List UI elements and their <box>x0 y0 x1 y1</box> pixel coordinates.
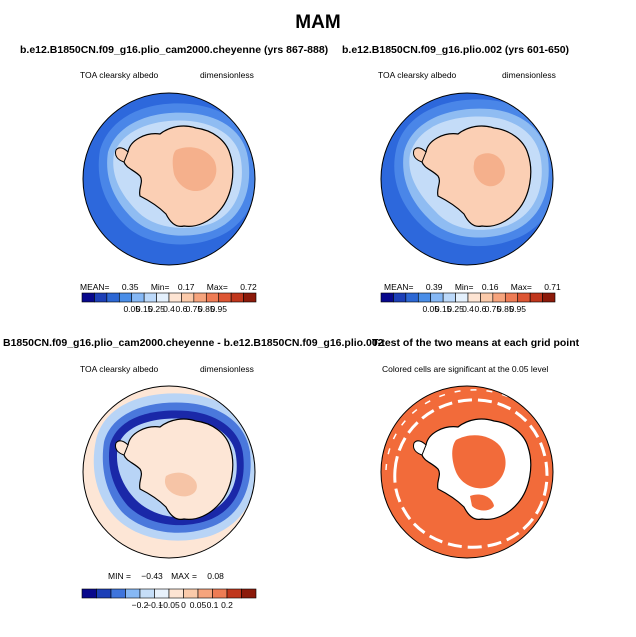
colorbar-swatch <box>125 588 141 599</box>
panel3-title: B1850CN.f09_g16.plio_cam2000.cheyenne - … <box>3 337 384 349</box>
colorbar-swatch <box>118 292 133 303</box>
colorbar-swatch <box>218 292 232 303</box>
panel4-significant-land <box>452 435 506 489</box>
colorbar-tick-label: 0.85 <box>497 304 514 314</box>
colorbar-tick-label: 0.1 <box>207 600 219 610</box>
panel2-units: dimensionless <box>502 70 556 80</box>
colorbar-tick-label: 0.05 <box>422 304 439 314</box>
colorbar-swatch <box>205 292 220 303</box>
colorbar-tick-label: 0.75 <box>485 304 502 314</box>
colorbar-swatch <box>529 292 543 303</box>
colorbar-swatch <box>504 292 519 303</box>
colorbar-swatch <box>517 292 531 303</box>
colorbar-tick-label: 0.4 <box>163 304 175 314</box>
colorbar-swatch <box>193 292 207 303</box>
colorbar-swatch <box>110 588 126 599</box>
colorbar-swatch <box>393 292 407 303</box>
panel3-colorbar: −0.2−0.1−0.05 0 0.05 0.1 0.2 <box>81 588 257 610</box>
panel1-peninsula <box>115 147 129 163</box>
colorbar-tick-label: 0.85 <box>198 304 215 314</box>
colorbar-swatch <box>139 588 155 599</box>
colorbar-tick-label: 0.95 <box>509 304 526 314</box>
colorbar-tick-label: 0.05 <box>123 304 140 314</box>
panel1-variable: TOA clearsky albedo <box>80 70 159 80</box>
colorbar-swatch <box>230 292 244 303</box>
colorbar-swatch <box>405 292 419 303</box>
panel2-stats: MEAN= 0.39 Min= 0.16 Max= 0.71 <box>384 282 561 292</box>
colorbar-swatch <box>241 588 257 599</box>
panel4-note: Colored cells are significant at the 0.0… <box>382 364 549 374</box>
panel4-peninsula <box>413 440 427 456</box>
panel1-units: dimensionless <box>200 70 254 80</box>
colorbar-tick-label: 0.15 <box>136 304 153 314</box>
colorbar-swatch <box>542 292 556 303</box>
panel4-insignificant-ring <box>393 398 549 549</box>
panel3-peninsula <box>115 440 129 456</box>
colorbar-swatch <box>197 588 213 599</box>
colorbar-tick-label: 0.75 <box>186 304 203 314</box>
colorbar-tick-label: 0.2 <box>221 600 233 610</box>
colorbar-swatch <box>156 292 170 303</box>
panel3-units: dimensionless <box>200 364 254 374</box>
colorbar-swatch <box>226 588 242 599</box>
colorbar-swatch <box>380 292 394 303</box>
panel2-variable: TOA clearsky albedo <box>378 70 457 80</box>
panel3-antarctica <box>122 418 234 520</box>
colorbar-tick-label: −0.1 <box>146 600 163 610</box>
colorbar-tick-label: 0.05 <box>190 600 207 610</box>
colorbar-tick-label: −0.2 <box>132 600 149 610</box>
colorbar-swatch <box>480 292 494 303</box>
colorbar-swatch <box>143 292 157 303</box>
panel2-peninsula <box>413 147 427 163</box>
colorbar-tick-label: 0.25 <box>447 304 464 314</box>
colorbar-swatch <box>442 292 456 303</box>
colorbar-tick-label: 0.95 <box>210 304 227 314</box>
panel1-stats: MEAN= 0.35 Min= 0.17 Max= 0.72 <box>80 282 257 292</box>
colorbar-swatch <box>183 588 199 599</box>
colorbar-swatch <box>168 292 182 303</box>
colorbar-swatch <box>455 292 469 303</box>
colorbar-swatch <box>154 588 170 599</box>
panel4-title: T-test of the two means at each grid poi… <box>372 337 580 349</box>
colorbar-swatch <box>131 292 145 303</box>
panel1-title: b.e12.B1850CN.f09_g16.plio_cam2000.cheye… <box>20 44 329 56</box>
panel2-title: b.e12.B1850CN.f09_g16.plio.002 (yrs 601-… <box>342 44 570 56</box>
colorbar-tick-label: 0.15 <box>435 304 452 314</box>
colorbar-swatch <box>467 292 481 303</box>
figure-title: MAM <box>295 12 341 33</box>
panel2-colorbar: 0.050.150.250.4 0.60.750.850.95 <box>380 292 556 314</box>
panel1-colorbar: 0.050.150.250.4 0.60.750.850.95 <box>81 292 257 314</box>
panel4-map <box>380 385 554 559</box>
panel4-significant-land-2 <box>470 494 494 511</box>
colorbar-swatch <box>212 588 228 599</box>
colorbar-swatch <box>94 292 108 303</box>
panel3-stats: MIN = −0.43 MAX = 0.08 <box>108 571 224 581</box>
colorbar-swatch <box>168 588 184 599</box>
colorbar-swatch <box>81 588 97 599</box>
colorbar-tick-label: 0.6 <box>475 304 487 314</box>
colorbar-tick-label: 0.6 <box>176 304 188 314</box>
colorbar-swatch <box>430 292 444 303</box>
colorbar-swatch <box>106 292 120 303</box>
colorbar-swatch <box>96 588 112 599</box>
colorbar-tick-label: −0.05 <box>158 600 180 610</box>
colorbar-swatch <box>181 292 195 303</box>
panel1-land-dark <box>172 147 217 192</box>
panel3-land-diff <box>164 472 197 497</box>
panel2-map <box>380 92 554 266</box>
colorbar-swatch <box>243 292 257 303</box>
colorbar-swatch <box>492 292 506 303</box>
colorbar-tick-label: 0.4 <box>462 304 474 314</box>
colorbar-swatch <box>81 292 95 303</box>
colorbar-tick-label: 0 <box>181 600 186 610</box>
panel3-variable: TOA clearsky albedo <box>80 364 159 374</box>
colorbar-tick-label: 0.25 <box>148 304 165 314</box>
panel1-map <box>82 92 256 266</box>
colorbar-swatch <box>417 292 432 303</box>
panel2-land-dark <box>473 153 505 187</box>
panel3-map <box>82 385 256 559</box>
